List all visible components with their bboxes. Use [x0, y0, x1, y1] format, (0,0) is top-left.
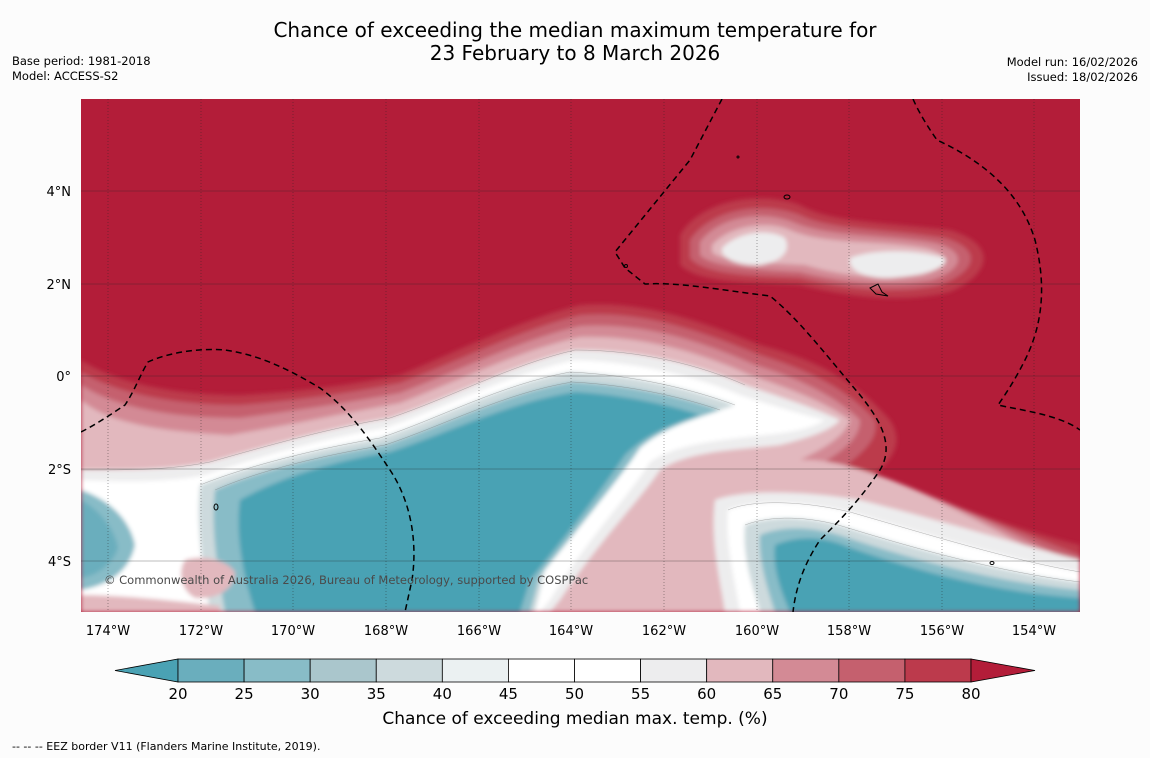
map-area: © Commonwealth of Australia 2026, Bureau… [81, 99, 1080, 612]
lon-label: 170°W [271, 624, 315, 639]
colorbar-segment [177, 658, 245, 683]
lon-label: 160°W [735, 624, 779, 639]
colorbar-segment [309, 658, 377, 683]
lat-label: 2°N [47, 278, 72, 293]
lon-label: 156°W [920, 624, 964, 639]
copyright-text: © Commonwealth of Australia 2026, Bureau… [104, 573, 588, 587]
colorbar-arrow-high [970, 658, 1036, 683]
colorbar-arrow-low [114, 658, 179, 683]
meta-right: Model run: 16/02/2026 Issued: 18/02/2026 [1007, 55, 1138, 85]
colorbar-tick-label: 60 [697, 685, 716, 703]
colorbar-tick-label: 50 [565, 685, 584, 703]
colorbar-tick-label: 30 [301, 685, 320, 703]
lon-label: 154°W [1012, 624, 1056, 639]
lon-label: 164°W [549, 624, 593, 639]
colorbar-tick-label: 70 [829, 685, 848, 703]
issued-date: Issued: 18/02/2026 [1027, 70, 1138, 84]
colorbar-tick-label: 20 [168, 685, 187, 703]
colorbar-tick-label: 80 [961, 685, 980, 703]
chart-title-line2: 23 February to 8 March 2026 [429, 41, 721, 65]
colorbar: 20 25 30 35 40 45 50 55 60 65 70 75 80 [114, 658, 1036, 703]
islands [213, 155, 995, 565]
colorbar-tick-label: 65 [763, 685, 782, 703]
colorbar-tick-label: 55 [631, 685, 650, 703]
colorbar-segment [640, 658, 708, 683]
lon-label: 168°W [364, 624, 408, 639]
colorbar-segment [838, 658, 906, 683]
lat-label: 4°N [47, 185, 72, 200]
lon-label: 172°W [179, 624, 223, 639]
colorbar-segment [441, 658, 509, 683]
model-name: Model: ACCESS-S2 [12, 69, 119, 83]
lon-label: 162°W [642, 624, 686, 639]
lon-label: 166°W [457, 624, 501, 639]
colorbar-segment [574, 658, 641, 683]
eez-footnote: -- -- -- EEZ border V11 (Flanders Marine… [12, 740, 321, 753]
lon-label: 174°W [86, 624, 130, 639]
colorbar-segment [772, 658, 840, 683]
north-pink-region [680, 198, 984, 299]
colorbar-segment [904, 658, 972, 683]
colorbar-tick-label: 40 [433, 685, 452, 703]
chart-title-line1: Chance of exceeding the median maximum t… [273, 18, 877, 42]
lat-label: 2°S [48, 463, 71, 478]
contour-lines [81, 349, 1080, 583]
colorbar-tick-label: 35 [367, 685, 386, 703]
colorbar-segment [508, 658, 575, 683]
colorbar-tick-label: 75 [895, 685, 914, 703]
colorbar-label: Chance of exceeding median max. temp. (%… [382, 709, 768, 729]
longitude-labels: 174°W 172°W 170°W 168°W 166°W 164°W 162°… [86, 624, 1056, 639]
eez-borders [81, 99, 1080, 612]
colorbar-tick-label: 25 [235, 685, 254, 703]
colorbar-tick-label: 45 [499, 685, 518, 703]
latitude-labels: 4°N 2°N 0° 2°S 4°S [47, 185, 72, 570]
meta-left: Base period: 1981-2018 Model: ACCESS-S2 [12, 54, 151, 84]
base-period: Base period: 1981-2018 [12, 54, 151, 68]
lat-label: 4°S [48, 555, 71, 570]
lon-label: 158°W [827, 624, 871, 639]
colorbar-segment [243, 658, 311, 683]
graticule-lat [81, 190, 1080, 562]
model-run: Model run: 16/02/2026 [1006, 55, 1138, 69]
colorbar-segment [706, 658, 774, 683]
colorbar-segment [375, 658, 443, 683]
cool-anomaly-region [81, 304, 1080, 612]
lat-label: 0° [56, 370, 71, 385]
